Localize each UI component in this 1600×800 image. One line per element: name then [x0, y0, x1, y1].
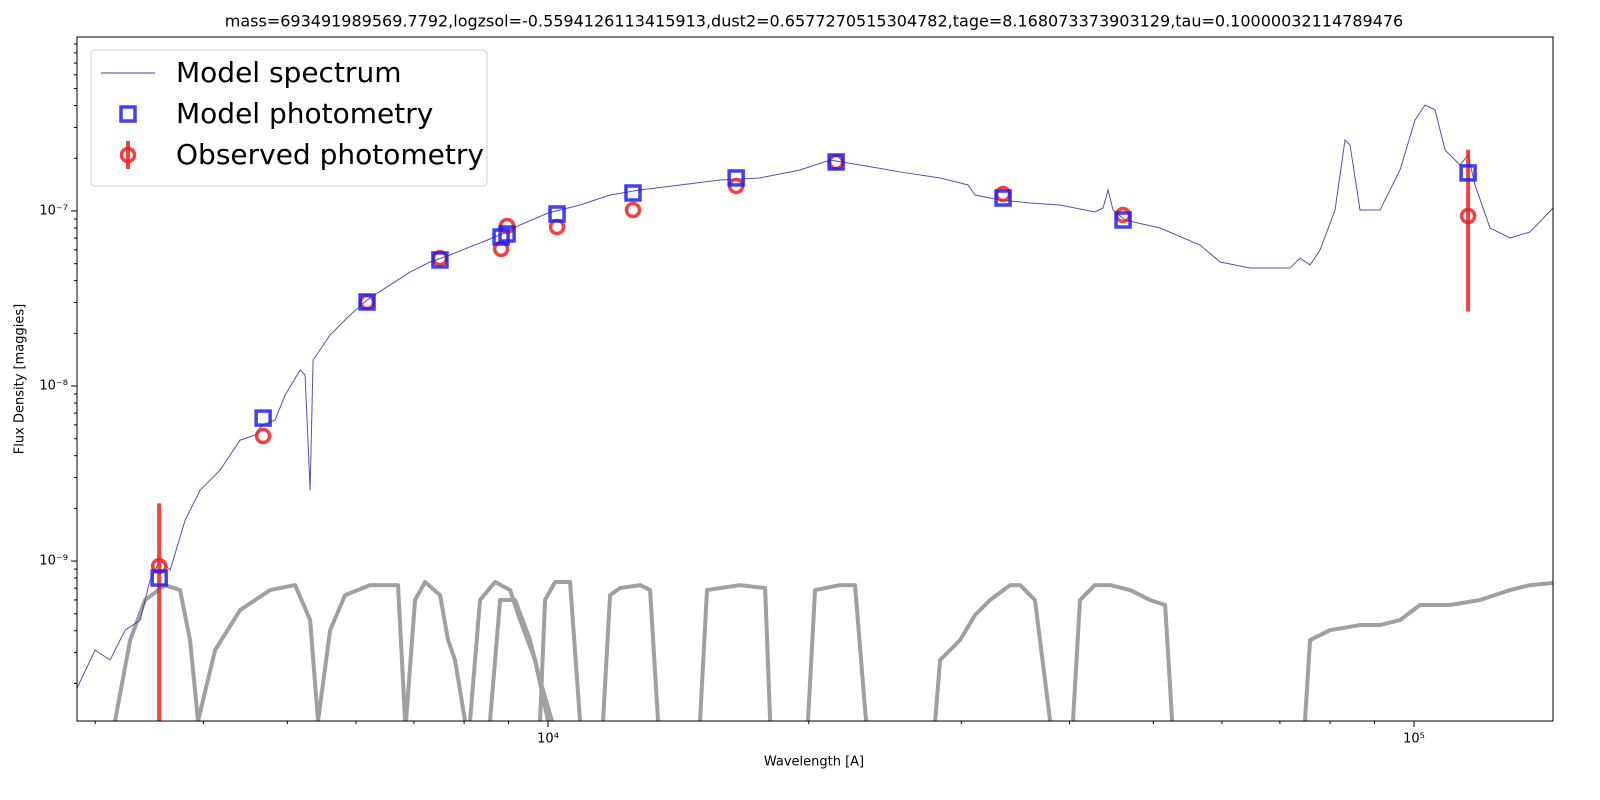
model-point — [827, 153, 845, 171]
filter-curve — [1070, 583, 1175, 721]
model-point — [431, 251, 449, 269]
observed-point — [1459, 207, 1477, 225]
legend-label: Model spectrum — [176, 56, 401, 89]
filter-curve — [404, 580, 468, 721]
filter-curve — [1302, 581, 1553, 721]
observed-point — [624, 201, 642, 219]
model-point — [254, 409, 272, 427]
filter-curve — [316, 583, 408, 721]
x-tick-label: 10⁵ — [1403, 732, 1425, 747]
y-tick-label: 10⁻⁷ — [39, 203, 68, 218]
y-tick-label: 10⁻⁹ — [39, 554, 68, 569]
filter-curve — [805, 583, 869, 721]
filter-curve — [196, 583, 321, 721]
legend-marker — [119, 105, 137, 123]
axes: 10⁴ 10⁵ 10⁻⁹ 10⁻⁸ 10⁻⁷ — [39, 43, 1425, 747]
x-axis-label: Wavelength [A] — [764, 755, 864, 770]
model-point — [150, 569, 168, 587]
x-tick-label: 10⁴ — [537, 732, 559, 747]
chart-title: mass=693491989569.7792,logzsol=-0.559412… — [225, 12, 1403, 31]
filter-curve — [601, 583, 661, 721]
plot-frame — [76, 36, 1554, 722]
y-tick-label: 10⁻⁸ — [39, 379, 68, 394]
model-point — [727, 169, 745, 187]
model-point — [624, 184, 642, 202]
model-point — [1459, 164, 1477, 182]
model-point — [498, 225, 516, 243]
observed-point — [254, 427, 272, 445]
legend-label: Model photometry — [176, 97, 433, 130]
model-point — [1114, 211, 1132, 229]
filter-curve — [933, 583, 1053, 721]
filter-curve — [698, 583, 773, 721]
legend-box — [90, 49, 488, 187]
model-point — [358, 293, 376, 311]
plot-area — [77, 104, 1553, 721]
legend-marker — [119, 146, 137, 164]
model-point — [548, 205, 566, 223]
legend: Model spectrum Model photometry Observed p… — [90, 49, 488, 187]
model-point — [994, 189, 1012, 207]
y-axis-label: Flux Density [maggies] — [13, 304, 28, 454]
legend-label: Observed photometry — [176, 138, 484, 171]
filter-curve — [538, 580, 583, 721]
